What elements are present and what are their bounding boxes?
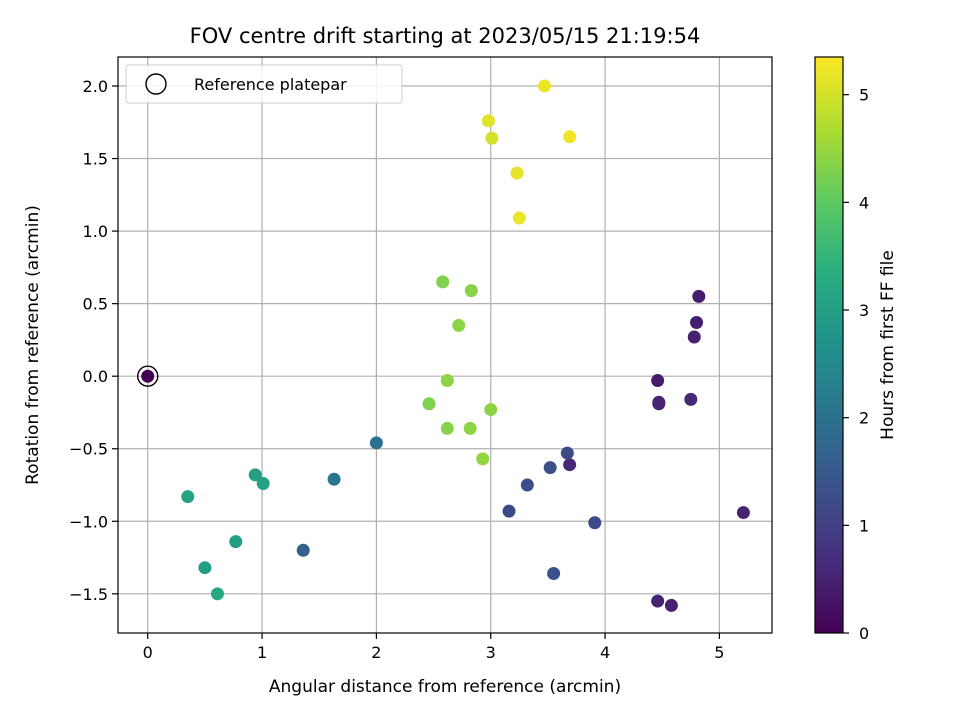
legend-label: Reference platepar [194,75,347,94]
data-point [687,330,701,344]
y-tick-label: 1.0 [83,222,108,241]
data-point [563,458,577,472]
data-point [229,535,243,549]
y-tick-label: −0.5 [69,440,108,459]
data-point [484,403,498,417]
data-point [476,452,490,466]
colorbar-tick-label: 1 [859,516,869,535]
plot-frame [117,56,773,634]
y-tick-label: 1.5 [83,150,108,169]
data-point [440,374,454,388]
data-point [537,79,551,93]
data-point [510,166,524,180]
data-point [452,318,466,332]
x-tick-label: 0 [143,643,153,662]
y-tick-label: 0.5 [83,295,108,314]
data-point [296,543,310,557]
x-tick-label: 4 [600,643,610,662]
x-tick-label: 1 [257,643,267,662]
data-point [651,594,665,608]
data-point [520,478,534,492]
data-point [198,561,212,575]
data-point [210,587,224,601]
colorbar-frame [814,56,844,634]
data-point [692,289,706,303]
data-point [588,516,602,530]
colorbar-ticks: 0 1 2 3 4 5 [843,86,869,643]
data-point [512,211,526,225]
colorbar-tick-label: 0 [859,624,869,643]
data-point [736,506,750,520]
data-points [137,79,750,612]
x-axis-ticks: 0 1 2 3 4 5 [143,633,724,662]
legend: Reference platepar [125,64,403,104]
data-point [141,369,155,383]
data-point [481,114,495,128]
data-point [502,504,516,518]
data-point [684,392,698,406]
colorbar-tick-label: 3 [859,301,869,320]
data-point [256,477,270,491]
data-point [369,436,383,450]
data-point [464,284,478,298]
y-tick-label: 0.0 [83,367,108,386]
grid-lines [118,57,772,633]
data-point [422,397,436,411]
y-tick-label: 2.0 [83,77,108,96]
data-point [690,316,704,330]
colorbar-tick-label: 4 [859,193,869,212]
data-point [181,490,195,504]
data-point [563,130,577,144]
data-point [440,421,454,435]
data-point [248,468,262,482]
data-point [327,472,341,486]
x-tick-label: 3 [486,643,496,662]
data-point [651,374,665,388]
colorbar-gradient [815,57,843,633]
legend-reference-marker [145,73,167,95]
y-axis-label: Rotation from reference (arcmin) [23,205,43,485]
data-point [485,131,499,145]
data-point [664,598,678,612]
y-tick-label: −1.0 [69,512,108,531]
colorbar: 0 1 2 3 4 5 Hours from first FF file [814,56,898,643]
colorbar-tick-label: 5 [859,86,869,105]
y-tick-label: −1.5 [69,585,108,604]
x-tick-label: 5 [714,643,724,662]
x-tick-label: 2 [371,643,381,662]
colorbar-tick-label: 2 [859,409,869,428]
x-axis-label: Angular distance from reference (arcmin) [269,677,621,697]
data-point [547,567,561,581]
reference-point-marker [137,365,159,387]
data-point [436,275,450,289]
data-point [463,421,477,435]
legend-box [125,64,403,104]
chart-title: FOV centre drift starting at 2023/05/15 … [190,24,701,48]
data-point [543,461,557,475]
y-axis-ticks: −1.5 −1.0 −0.5 0.0 0.5 1.0 1.5 2.0 [69,77,118,604]
data-point [560,446,574,460]
data-point [652,395,666,409]
colorbar-label: Hours from first FF file [878,250,898,440]
